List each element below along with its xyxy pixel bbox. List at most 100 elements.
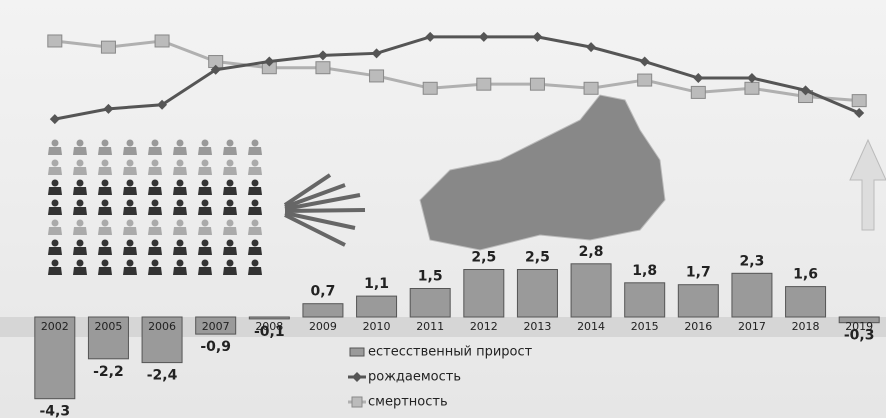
person-head: [251, 219, 259, 227]
person-head: [201, 179, 209, 187]
person-body: [123, 207, 137, 215]
person-body: [198, 147, 212, 155]
person-body: [198, 227, 212, 235]
person-head: [151, 139, 159, 147]
person-head: [176, 259, 184, 267]
x-tick-label: 2018: [792, 320, 820, 333]
person-head: [151, 159, 159, 167]
legend-marker: [352, 372, 362, 382]
person-body: [148, 227, 162, 235]
person-head: [126, 159, 134, 167]
person-head: [151, 239, 159, 247]
value-label: 2,5: [471, 250, 496, 266]
person-head: [151, 199, 159, 207]
value-label: -0,3: [844, 328, 875, 344]
marker: [746, 73, 757, 83]
person-head: [176, 179, 184, 187]
person-head: [251, 199, 259, 207]
marker: [317, 50, 328, 61]
legend-swatch: [349, 347, 365, 357]
value-label: -4,3: [40, 404, 71, 418]
marker: [157, 99, 168, 110]
marker: [369, 69, 385, 83]
bar: [302, 303, 344, 318]
person-head: [201, 219, 209, 227]
person-body: [223, 147, 237, 155]
person-body: [173, 247, 187, 255]
person-body: [98, 207, 112, 215]
marker: [103, 103, 114, 114]
marker: [371, 48, 382, 59]
marker: [264, 56, 275, 67]
legend-label: естесственный прирост: [368, 345, 533, 360]
legend-label: рождаемость: [368, 370, 461, 385]
person-head: [251, 239, 259, 247]
person-head: [76, 199, 84, 207]
x-tick-label: 2010: [363, 320, 391, 333]
x-tick-label: 2013: [523, 320, 551, 333]
person-body: [73, 267, 87, 275]
up-arrow: [849, 138, 886, 231]
person-body: [223, 247, 237, 255]
x-tick-label: 2017: [738, 320, 766, 333]
marker: [210, 64, 221, 75]
person-body: [223, 207, 237, 215]
person-head: [201, 239, 209, 247]
person-head: [101, 239, 109, 247]
marker: [422, 81, 438, 95]
person-head: [176, 139, 184, 147]
x-tick-label: 2006: [148, 320, 176, 333]
person-body: [173, 207, 187, 215]
person-head: [251, 259, 259, 267]
person-head: [226, 199, 234, 207]
person-head: [226, 159, 234, 167]
person-body: [98, 187, 112, 195]
marker: [744, 81, 760, 95]
person-body: [148, 247, 162, 255]
line: [54, 35, 860, 121]
marker: [425, 31, 436, 42]
bar: [409, 288, 451, 318]
marker: [478, 31, 489, 42]
person-body: [198, 247, 212, 255]
person-body: [73, 187, 87, 195]
person-body: [98, 267, 112, 275]
person-head: [151, 219, 159, 227]
person-head: [251, 179, 259, 187]
person-body: [148, 147, 162, 155]
person-head: [76, 259, 84, 267]
x-tick-label: 2014: [577, 320, 605, 333]
person-head: [51, 139, 59, 147]
person-head: [101, 179, 109, 187]
value-label: 2,3: [740, 253, 765, 269]
value-label: 1,1: [364, 276, 389, 292]
person-head: [101, 139, 109, 147]
person-body: [248, 227, 262, 235]
person-body: [98, 147, 112, 155]
bar: [248, 316, 290, 320]
person-body: [223, 267, 237, 275]
marker: [639, 56, 650, 67]
marker: [49, 114, 60, 125]
bar: [195, 316, 237, 335]
person-body: [248, 187, 262, 195]
legend-label: смертность: [368, 395, 448, 410]
person-head: [201, 139, 209, 147]
x-tick-label: 2007: [202, 320, 230, 333]
person-head: [51, 239, 59, 247]
person-body: [248, 267, 262, 275]
person-head: [51, 159, 59, 167]
person-body: [48, 227, 62, 235]
person-body: [123, 167, 137, 175]
person-body: [98, 167, 112, 175]
marker: [637, 73, 653, 87]
person-head: [126, 179, 134, 187]
person-body: [73, 147, 87, 155]
person-body: [223, 167, 237, 175]
person-head: [251, 139, 259, 147]
person-body: [223, 227, 237, 235]
person-head: [51, 199, 59, 207]
bar: [624, 282, 666, 318]
bar: [463, 269, 505, 318]
